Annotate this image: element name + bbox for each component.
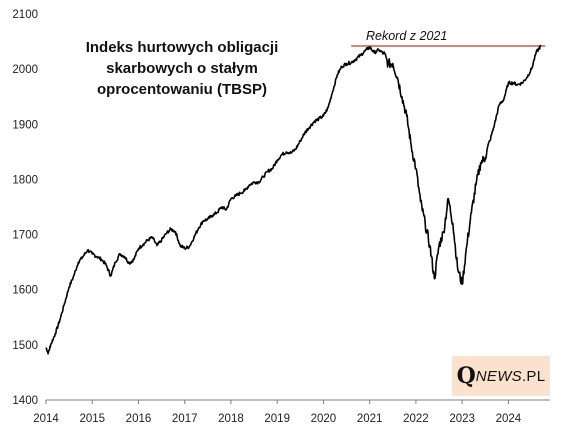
qnews-logo: Q NEWS.PL [452, 356, 550, 396]
chart-title-line-1: Indeks hurtowych obligacji [86, 39, 279, 56]
series-line-tbsp [45, 44, 542, 355]
y-tick-label: 1900 [12, 119, 38, 131]
x-tick-label: 2015 [79, 413, 105, 425]
x-tick-label: 2019 [264, 413, 290, 425]
logo-wordmark: NEWS.PL [476, 368, 546, 385]
x-tick-label: 2024 [496, 413, 522, 425]
y-tick-label: 1500 [12, 340, 38, 352]
logo-pl-text: .PL [521, 367, 546, 385]
logo-news-text: NEWS [475, 367, 522, 385]
y-tick-label: 2100 [12, 9, 38, 21]
y-tick-label: 2000 [12, 64, 38, 76]
logo-q-letter: Q [456, 363, 476, 389]
x-tick-label: 2021 [357, 413, 383, 425]
x-tick-label: 2018 [218, 413, 244, 425]
y-tick-label: 1600 [12, 285, 38, 297]
x-tick-label: 2016 [126, 413, 152, 425]
y-tick-label: 1700 [12, 230, 38, 242]
x-tick-label: 2023 [449, 413, 475, 425]
y-tick-label: 1800 [12, 174, 38, 186]
x-tick-label: 2017 [172, 413, 198, 425]
x-tick-label: 2022 [403, 413, 429, 425]
y-tick-labels: 1400 1500 1600 1700 1800 1900 2000 2100 [12, 9, 38, 407]
y-tick-label: 1400 [12, 395, 38, 407]
chart-title-line-3: oprocentowaniu (TBSP) [97, 81, 267, 98]
x-tick-label: 2014 [33, 413, 59, 425]
x-tick-labels: 2014 2015 2016 2017 2018 2019 2020 2021 2022 2023… [33, 413, 522, 425]
record-annotation: Rekord z 2021 [366, 29, 447, 43]
x-tick-marks [45, 400, 509, 404]
x-tick-label: 2020 [311, 413, 337, 425]
chart-title-line-2: skarbowych o stałym [106, 60, 258, 77]
